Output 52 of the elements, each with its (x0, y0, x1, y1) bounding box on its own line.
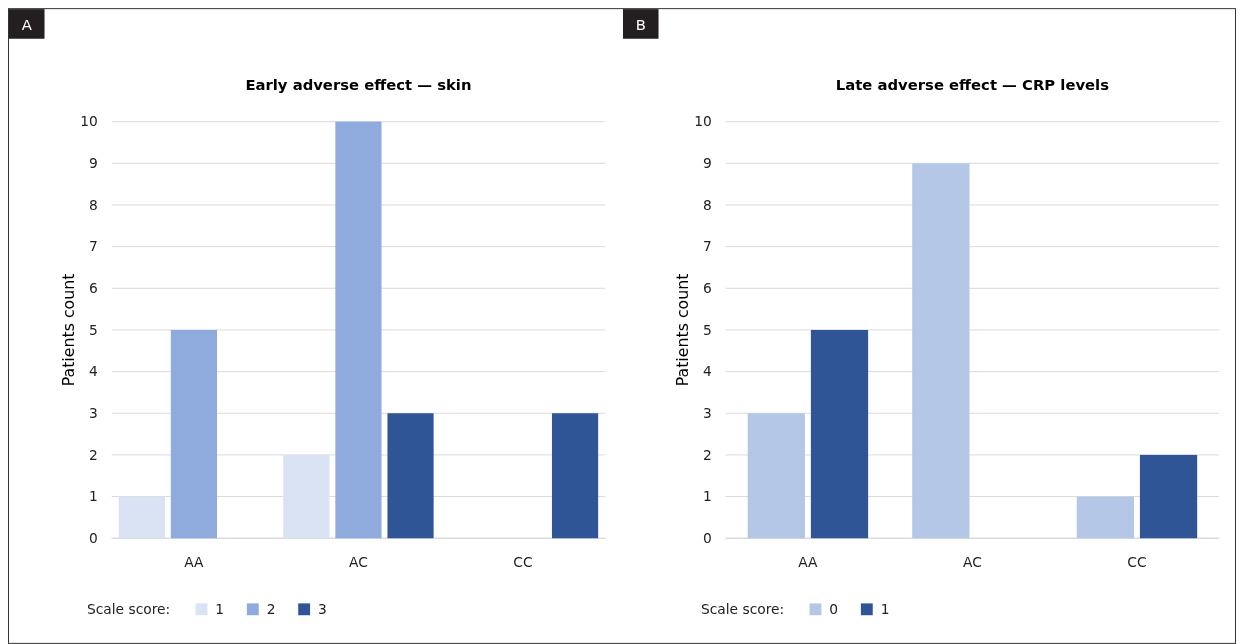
y-tick-label: 2 (703, 446, 712, 463)
y-tick-label: 4 (703, 363, 712, 380)
x-tick-label: AC (349, 553, 368, 570)
y-tick-label: 8 (89, 196, 98, 213)
bar (1076, 496, 1134, 539)
bar (551, 413, 599, 539)
y-axis-title: Patients count (673, 273, 693, 387)
legend-title: Scale score: (700, 601, 785, 618)
y-tick-label: 6 (89, 280, 98, 297)
legend-title: Scale score: (86, 601, 171, 618)
text: B (635, 15, 646, 33)
chart-title: Early adverse effect — skin (245, 76, 472, 94)
legend-label: 0 (829, 601, 839, 618)
legend-label: 3 (317, 601, 327, 618)
x-tick-label: CC (1127, 553, 1147, 570)
y-tick-label: 7 (703, 238, 712, 255)
legend-label: 2 (266, 601, 276, 618)
y-tick-label: 3 (89, 405, 98, 422)
bar (283, 454, 330, 539)
bar (912, 163, 970, 539)
x-tick-label: AC (963, 553, 982, 570)
legend-label: 1 (215, 601, 225, 618)
y-tick-label: 4 (89, 363, 98, 380)
x-tick-label: AA (184, 553, 205, 570)
y-tick-label: 2 (89, 446, 98, 463)
y-tick-label: 3 (703, 405, 712, 422)
y-tick-label: 0 (703, 530, 712, 547)
y-tick-label: 10 (694, 113, 712, 130)
y-tick-label: 1 (703, 488, 712, 505)
y-tick-label: 6 (703, 280, 712, 297)
bar (335, 121, 382, 539)
chart-title: Late adverse effect — CRP levels (835, 76, 1110, 94)
legend-label: 1 (880, 601, 890, 618)
text: A (21, 15, 32, 33)
bar (118, 496, 165, 539)
bar (1139, 454, 1198, 539)
y-tick-label: 10 (80, 113, 98, 130)
y-tick-label: 5 (703, 321, 712, 338)
y-tick-label: 5 (89, 321, 98, 338)
y-tick-label: 9 (89, 155, 98, 172)
bar (387, 413, 434, 539)
x-tick-label: AA (798, 553, 819, 570)
y-tick-label: 7 (89, 238, 98, 255)
y-tick-label: 1 (89, 488, 98, 505)
bar (747, 413, 805, 539)
y-tick-label: 9 (703, 155, 712, 172)
x-tick-label: CC (513, 553, 533, 570)
y-axis-title: Patients count (59, 273, 79, 387)
bar (810, 329, 869, 539)
bar (170, 329, 217, 539)
y-tick-label: 8 (703, 196, 712, 213)
y-tick-label: 0 (89, 530, 98, 547)
